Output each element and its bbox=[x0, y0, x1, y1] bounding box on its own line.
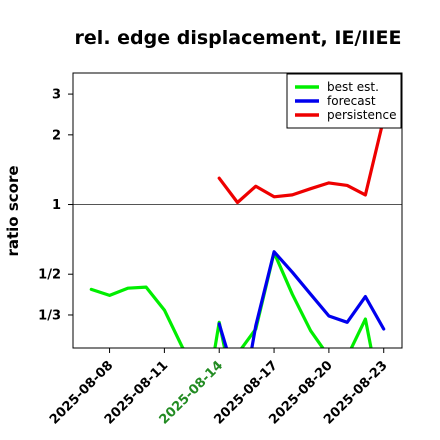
y-tick-label: 2 bbox=[52, 128, 61, 143]
y-axis-label: ratio score bbox=[4, 165, 22, 256]
series-line-forecast bbox=[217, 250, 386, 348]
series-line-persistence bbox=[217, 117, 386, 205]
legend-label: persistence bbox=[327, 108, 396, 122]
y-tick-label: 1/3 bbox=[38, 308, 61, 323]
y-tick-label: 3 bbox=[52, 88, 61, 103]
legend-label: forecast bbox=[327, 94, 376, 108]
plot-area bbox=[72, 72, 403, 349]
chart-title: rel. edge displacement, IE/IIEE bbox=[75, 27, 402, 49]
y-tick-label: 1/2 bbox=[38, 268, 61, 283]
y-tick-label: 1 bbox=[52, 198, 61, 213]
series-line-best-est bbox=[89, 251, 373, 348]
legend-label: best est. bbox=[327, 80, 379, 94]
